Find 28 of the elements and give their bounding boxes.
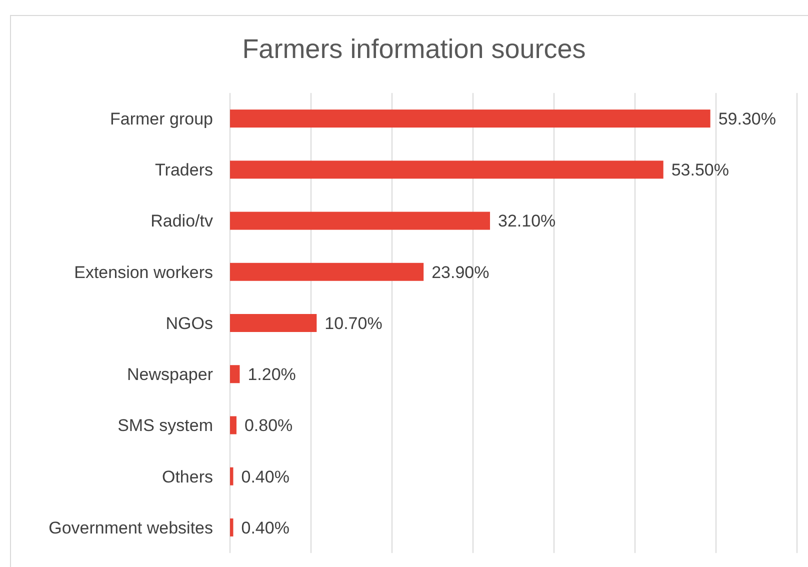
data-label: 0.40% xyxy=(241,467,290,486)
bar xyxy=(230,467,234,486)
bar xyxy=(230,110,710,128)
bar xyxy=(230,314,317,332)
bar xyxy=(230,518,234,536)
data-label: 23.90% xyxy=(432,262,490,282)
y-tick-label: Farmer group xyxy=(110,110,213,129)
y-tick-label: Extension workers xyxy=(74,262,213,282)
y-tick-label: Government websites xyxy=(48,518,213,538)
data-label: 0.40% xyxy=(241,518,290,538)
data-label: 32.10% xyxy=(498,212,556,231)
bar xyxy=(230,160,664,179)
data-label: 53.50% xyxy=(671,160,730,180)
bar xyxy=(230,212,490,230)
y-tick-label: NGOs xyxy=(166,314,213,333)
y-tick-label: Others xyxy=(162,467,213,486)
y-tick-label: Newspaper xyxy=(127,365,214,384)
y-tick-label: SMS system xyxy=(118,416,213,436)
data-label: 1.20% xyxy=(248,365,296,384)
bar xyxy=(230,365,240,384)
y-tick-label: Radio/tv xyxy=(150,212,214,231)
data-label: 59.30% xyxy=(718,110,776,129)
data-label: 0.80% xyxy=(244,416,293,436)
chart-title: Farmers information sources xyxy=(242,34,586,64)
bar xyxy=(230,262,424,281)
bar xyxy=(230,416,236,434)
data-label: 10.70% xyxy=(324,314,382,333)
y-tick-label: Traders xyxy=(155,160,213,180)
